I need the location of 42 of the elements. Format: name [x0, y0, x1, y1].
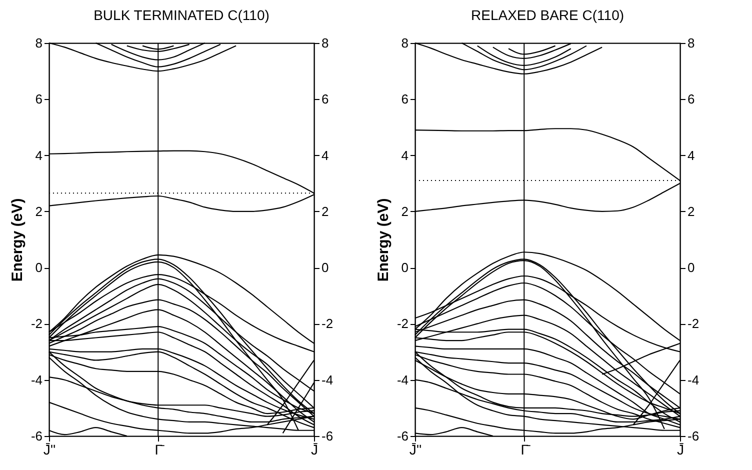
x-tick-label: J̄''	[409, 442, 422, 458]
y2-tick-label: 0	[688, 260, 695, 276]
y-tick-label: 8	[401, 36, 408, 50]
y-tick-label: 6	[35, 92, 42, 107]
chart-title: RELAXED BARE C(110)	[470, 7, 624, 23]
y-tick-label: 2	[35, 204, 42, 219]
y2-tick-label: -4	[688, 372, 700, 388]
chart-title: BULK TERMINATED C(110)	[94, 7, 270, 23]
y-tick-label: 4	[401, 148, 408, 163]
y2-tick-label: -6	[322, 428, 334, 444]
y2-tick-label: 6	[322, 92, 329, 107]
x-tick-label: Γ̄	[154, 442, 164, 458]
x-tick-label: Γ̄	[520, 442, 530, 458]
y2-tick-label: 6	[688, 92, 695, 107]
y-axis-title: Energy (eV)	[374, 198, 392, 282]
y2-tick-label: 4	[322, 148, 329, 163]
y-tick-label: -6	[396, 428, 408, 444]
y2-tick-label: 2	[688, 204, 695, 219]
y2-tick-label: 8	[688, 36, 695, 50]
y2-tick-label: -2	[322, 316, 334, 332]
y-tick-label: 6	[401, 92, 408, 107]
y-tick-label: 0	[401, 260, 408, 276]
y-tick-label: -2	[30, 316, 42, 332]
y-tick-label: -4	[30, 372, 42, 388]
y-tick-label: 8	[35, 36, 42, 50]
y-tick-label: 2	[401, 204, 408, 219]
x-tick-label: J̄''	[43, 442, 56, 458]
y-tick-label: 0	[35, 260, 42, 276]
y2-tick-label: 8	[322, 36, 329, 50]
y-axis-title: Energy (eV)	[8, 198, 26, 282]
y2-tick-label: 2	[322, 204, 329, 219]
y-tick-label: -4	[396, 372, 408, 388]
y2-tick-label: 0	[322, 260, 329, 276]
y-tick-label: 4	[35, 148, 42, 163]
y2-tick-label: -4	[322, 372, 334, 388]
x-tick-label: J̄	[311, 442, 318, 458]
y2-tick-label: 4	[688, 148, 695, 163]
y2-tick-label: -2	[688, 316, 700, 332]
y-tick-label: -2	[396, 316, 408, 332]
y-tick-label: -6	[30, 428, 42, 444]
y2-tick-label: -6	[688, 428, 700, 444]
x-tick-label: J̄	[677, 442, 684, 458]
